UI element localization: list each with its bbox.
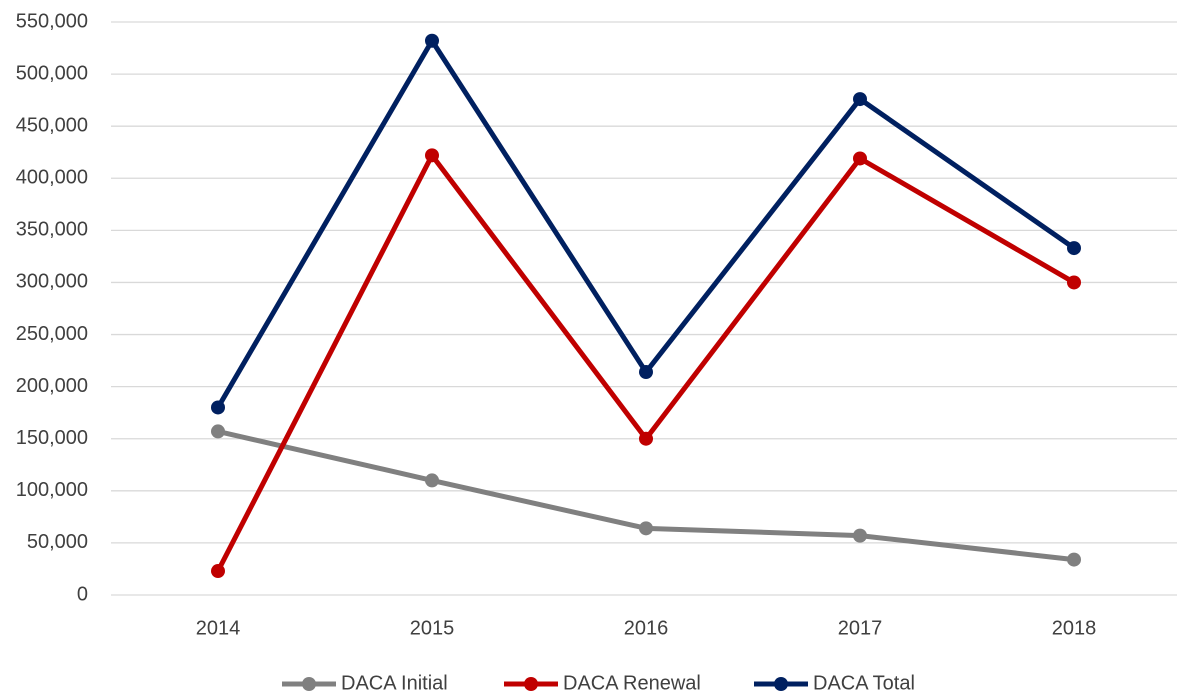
y-tick-label: 150,000 <box>16 427 88 449</box>
data-point <box>425 473 439 488</box>
data-point <box>1067 552 1081 567</box>
data-point <box>425 148 439 163</box>
legend-marker <box>524 677 538 691</box>
data-point <box>211 400 225 415</box>
y-tick-label: 100,000 <box>16 479 88 501</box>
data-point <box>639 521 653 536</box>
data-point <box>853 92 867 107</box>
y-tick-label: 450,000 <box>16 114 88 136</box>
series-line <box>215 38 1076 409</box>
data-point <box>1067 275 1081 290</box>
series-line <box>217 428 1075 563</box>
y-tick-label: 400,000 <box>16 167 88 189</box>
x-tick-label: 2016 <box>624 617 669 639</box>
x-tick-label: 2017 <box>838 617 883 639</box>
legend-marker <box>774 677 788 691</box>
data-point <box>853 151 867 166</box>
data-point <box>211 564 225 579</box>
y-tick-label: 0 <box>77 583 88 605</box>
legend-label: DACA Renewal <box>563 672 701 694</box>
series-line <box>215 152 1076 573</box>
x-tick-label: 2018 <box>1052 617 1097 639</box>
x-tick-label: 2015 <box>410 617 455 639</box>
data-point <box>1067 241 1081 256</box>
y-tick-label: 500,000 <box>16 62 88 84</box>
data-point <box>639 365 653 380</box>
legend-label: DACA Total <box>813 672 915 694</box>
y-tick-label: 250,000 <box>16 323 88 345</box>
data-point <box>425 33 439 48</box>
y-tick-label: 200,000 <box>16 375 88 397</box>
y-tick-label: 50,000 <box>27 531 88 553</box>
legend-marker <box>302 677 316 691</box>
data-point <box>853 528 867 543</box>
y-tick-label: 350,000 <box>16 219 88 241</box>
legend-label: DACA Initial <box>341 672 448 694</box>
x-tick-label: 2014 <box>196 617 241 639</box>
y-tick-label: 300,000 <box>16 271 88 293</box>
y-tick-label: 550,000 <box>16 10 88 32</box>
data-point <box>211 424 225 439</box>
data-point <box>639 431 653 446</box>
